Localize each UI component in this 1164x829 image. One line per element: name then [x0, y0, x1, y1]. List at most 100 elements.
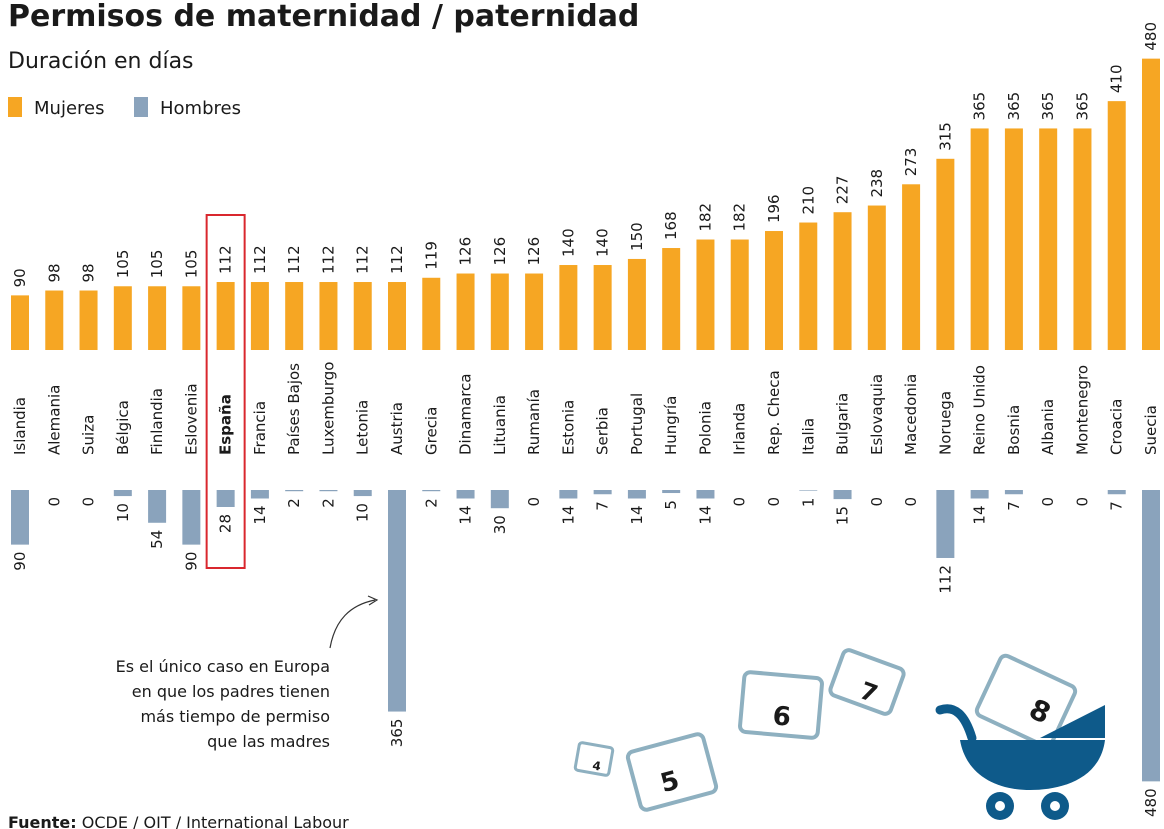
bar	[936, 159, 954, 350]
value-label: 196	[765, 194, 783, 223]
value-label: 14	[559, 505, 577, 524]
icon-number: 4	[591, 758, 602, 773]
value-label: 112	[354, 245, 372, 274]
icon-number: 5	[657, 765, 682, 799]
bar	[491, 274, 509, 350]
value-label: 14	[971, 505, 989, 524]
x-tick-label: Polonia	[696, 401, 714, 455]
value-label: 7	[594, 501, 612, 511]
x-tick-label: Montenegro	[1073, 365, 1091, 455]
value-label: 2	[319, 498, 337, 508]
bar	[1142, 490, 1160, 781]
value-label: 112	[251, 245, 269, 274]
bar	[834, 212, 852, 350]
bar	[114, 286, 132, 350]
x-tick-label: España	[217, 394, 235, 455]
bar	[251, 282, 269, 350]
annotation-line: Es el único caso en Europa	[116, 657, 330, 676]
icon-number: 6	[771, 701, 792, 732]
x-tick-label: Austria	[388, 402, 406, 455]
bar	[285, 490, 303, 491]
legend-swatch	[134, 97, 148, 117]
value-label: 90	[11, 552, 29, 571]
value-label: 480	[1142, 788, 1160, 817]
bar	[422, 490, 440, 491]
icon-number: 7	[856, 676, 881, 708]
bar	[902, 184, 920, 350]
value-label: 0	[1073, 497, 1091, 507]
value-label: 112	[319, 245, 337, 274]
x-tick-label: Países Bajos	[285, 363, 303, 455]
value-label: 90	[182, 552, 200, 571]
bar	[457, 274, 475, 350]
value-label: 105	[182, 250, 200, 279]
bar	[182, 490, 200, 545]
annotation-line: más tiempo de permiso	[140, 707, 330, 726]
bar	[834, 490, 852, 499]
value-label: 2	[422, 498, 440, 508]
x-tick-label: Hungría	[662, 396, 680, 455]
value-label: 126	[491, 237, 509, 266]
bar	[1073, 128, 1091, 350]
bar	[594, 265, 612, 350]
x-tick-label: Macedonia	[902, 374, 920, 455]
x-tick-label: Alemania	[45, 385, 63, 455]
value-label: 14	[628, 505, 646, 524]
x-tick-label: Islandia	[11, 397, 29, 455]
value-label: 140	[594, 228, 612, 257]
x-tick-label: Eslovaquia	[868, 374, 886, 455]
x-tick-label: Croacia	[1108, 399, 1126, 455]
value-label: 0	[731, 497, 749, 507]
bar	[422, 278, 440, 350]
value-label: 112	[285, 245, 303, 274]
bar	[525, 274, 543, 350]
value-label: 105	[114, 250, 132, 279]
bar	[662, 248, 680, 350]
legend-swatch	[8, 97, 22, 117]
bar	[319, 490, 337, 491]
chart-subtitle: Duración en días	[8, 49, 194, 74]
bar	[1005, 490, 1023, 494]
bar	[45, 291, 63, 350]
bar	[217, 282, 235, 350]
chart-title: Permisos de maternidad / paternidad	[8, 0, 639, 34]
source-text: OCDE / OIT / International Labour	[82, 813, 349, 829]
bar	[491, 490, 509, 508]
stroller	[940, 705, 1105, 820]
x-tick-label: Suiza	[80, 415, 98, 455]
bar	[114, 490, 132, 496]
value-label: 14	[251, 505, 269, 524]
bar	[628, 259, 646, 350]
bar	[388, 282, 406, 350]
x-tick-label: Bélgica	[114, 400, 132, 455]
annotation-line: en que los padres tienen	[132, 682, 330, 701]
value-label: 365	[1005, 92, 1023, 121]
x-tick-label: Noruega	[936, 391, 954, 455]
source: Fuente: OCDE / OIT / International Labou…	[8, 813, 349, 829]
value-label: 210	[799, 186, 817, 215]
x-tick-label: Suecia	[1142, 405, 1160, 455]
value-label: 150	[628, 222, 646, 251]
x-tick-label: Luxemburgo	[319, 362, 337, 456]
bar	[971, 128, 989, 350]
bar	[1142, 59, 1160, 350]
bar	[936, 490, 954, 558]
value-label: 30	[491, 515, 509, 534]
bar	[662, 490, 680, 493]
value-label: 28	[217, 514, 235, 533]
value-label: 105	[148, 250, 166, 279]
x-tick-label: Italia	[799, 418, 817, 455]
bar	[559, 265, 577, 350]
value-label: 5	[662, 500, 680, 510]
x-tick-label: Grecia	[422, 407, 440, 455]
value-label: 112	[388, 245, 406, 274]
bar	[971, 490, 989, 498]
bar	[11, 295, 29, 350]
value-label: 2	[285, 498, 303, 508]
value-label: 480	[1142, 22, 1160, 51]
value-label: 126	[457, 237, 475, 266]
value-label: 182	[696, 203, 714, 232]
x-tick-label: Rep. Checa	[765, 370, 783, 455]
value-label: 410	[1108, 64, 1126, 93]
x-tick-label: Eslovenia	[182, 383, 200, 455]
